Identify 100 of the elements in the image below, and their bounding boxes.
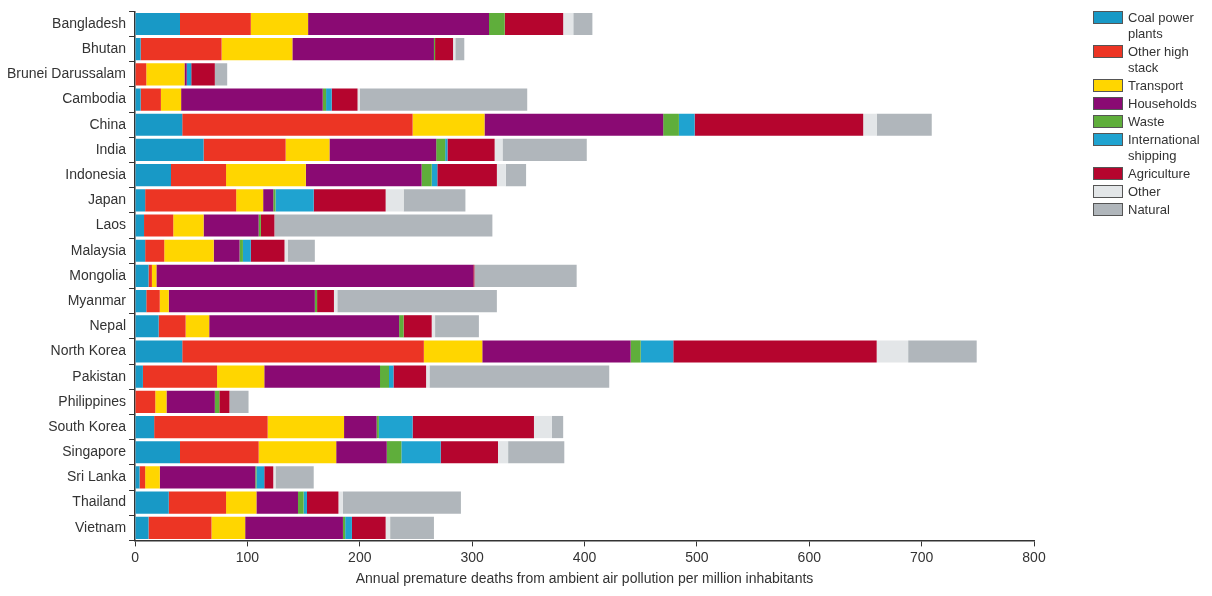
bar (256, 491, 298, 514)
bar (242, 239, 251, 262)
bar (351, 516, 386, 539)
bar (229, 390, 249, 413)
bar (135, 38, 141, 61)
bar (213, 239, 240, 262)
bar (256, 466, 265, 489)
bar (344, 415, 377, 439)
bar (156, 264, 474, 287)
bar (135, 415, 155, 439)
bar (292, 38, 434, 61)
legend-label: Transport (1128, 78, 1184, 94)
bar (144, 214, 174, 237)
bar (140, 38, 222, 61)
bar (287, 239, 315, 262)
bar (403, 315, 432, 338)
legend-label: Waste (1128, 114, 1165, 130)
bar (160, 88, 182, 111)
bar (185, 315, 210, 338)
y-tick-label: Pakistan (72, 367, 127, 384)
bar (203, 214, 259, 237)
bar (482, 340, 631, 363)
bar (184, 63, 187, 86)
bar (146, 290, 160, 313)
bar (533, 415, 552, 439)
bar (678, 113, 695, 136)
bar (306, 491, 339, 514)
bar (435, 315, 479, 338)
y-tick-label: North Korea (50, 342, 127, 359)
bar (182, 113, 413, 136)
bar (226, 491, 257, 514)
bar (505, 164, 527, 187)
bar (263, 189, 274, 212)
bar (502, 138, 587, 162)
legend-label: Other high stack (1128, 44, 1190, 76)
bar (135, 264, 149, 287)
bar (155, 390, 167, 413)
legend-label: Other (1128, 184, 1161, 200)
bar (331, 88, 358, 111)
bar (135, 340, 183, 363)
bar (435, 38, 454, 61)
x-axis-title: Annual premature deaths from ambient air pollution per million inhabitants (355, 570, 814, 587)
bar (694, 113, 864, 136)
bar (145, 239, 165, 262)
bar (168, 290, 315, 313)
bar (484, 113, 664, 136)
bar (273, 466, 276, 489)
bar (159, 290, 169, 313)
bar (359, 88, 528, 111)
bar (386, 441, 402, 464)
bar (180, 441, 259, 464)
legend-label: Agriculture (1128, 166, 1191, 182)
bar (273, 189, 276, 212)
bar (663, 113, 679, 136)
bar (217, 365, 265, 388)
bar (211, 516, 246, 539)
bar (191, 63, 215, 86)
x-tick-label: 200 (348, 548, 372, 565)
bar (573, 12, 593, 36)
bar (180, 12, 251, 36)
bar (267, 415, 345, 439)
bar (135, 63, 147, 86)
bar (135, 365, 143, 388)
bar (447, 138, 495, 162)
y-tick-label: Bhutan (81, 40, 127, 57)
bar (219, 390, 230, 413)
bar (504, 12, 564, 36)
bar (326, 88, 332, 111)
bar (214, 63, 228, 86)
bar (142, 365, 218, 388)
y-tick-label: Brunei Darussalam (6, 65, 127, 82)
bar (437, 164, 497, 187)
bar (308, 12, 490, 36)
bar (496, 164, 506, 187)
bar (148, 516, 212, 539)
x-tick-label: 400 (572, 548, 597, 565)
bar (146, 63, 185, 86)
bar (135, 466, 140, 489)
bar (135, 315, 159, 338)
y-tick-label: Malaysia (70, 241, 127, 258)
bar (135, 441, 180, 464)
bar (390, 516, 434, 539)
bar (135, 88, 141, 111)
y-tick-label: Sri Lanka (66, 468, 127, 485)
bar (345, 516, 352, 539)
bar (135, 12, 180, 36)
bar (317, 290, 334, 313)
bar (135, 189, 146, 212)
y-tick-label: South Korea (48, 417, 127, 434)
bar (166, 390, 215, 413)
x-tick-label: 500 (685, 548, 709, 565)
bar (401, 441, 441, 464)
bar (250, 12, 309, 36)
bar (139, 466, 146, 489)
bar (173, 214, 204, 237)
bar (264, 466, 274, 489)
bar (145, 466, 160, 489)
bar (159, 466, 256, 489)
bar (182, 340, 424, 363)
y-tick-label: Mongolia (69, 266, 127, 283)
